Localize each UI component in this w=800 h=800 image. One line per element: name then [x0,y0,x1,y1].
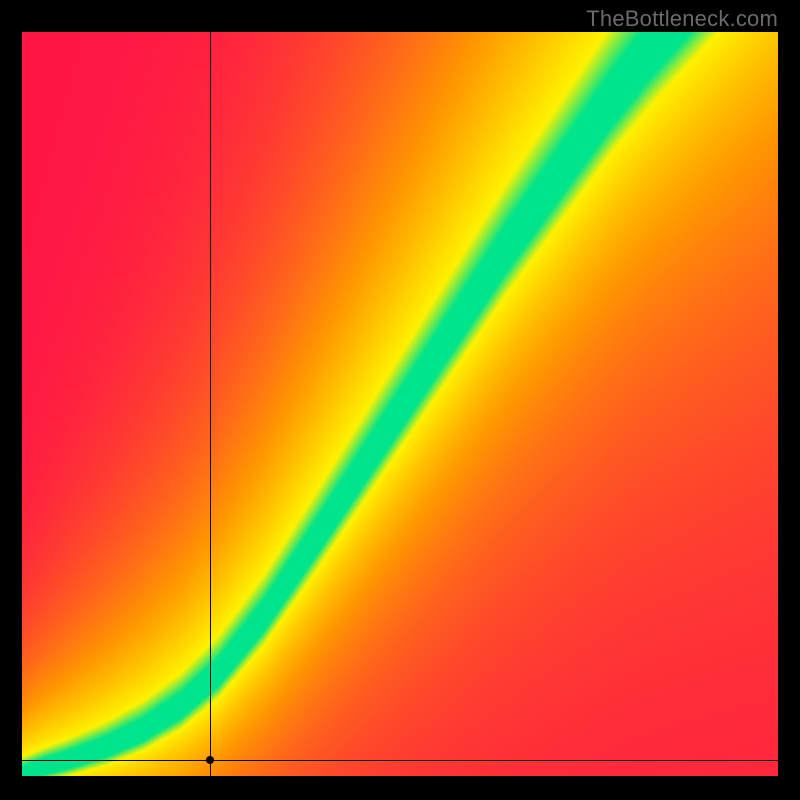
plot-area [22,32,778,776]
heatmap-canvas [22,32,778,776]
crosshair-horizontal [22,760,778,761]
crosshair-vertical [210,32,211,776]
chart-container: TheBottleneck.com [0,0,800,800]
crosshair-dot [206,756,214,764]
watermark-text: TheBottleneck.com [586,6,778,32]
